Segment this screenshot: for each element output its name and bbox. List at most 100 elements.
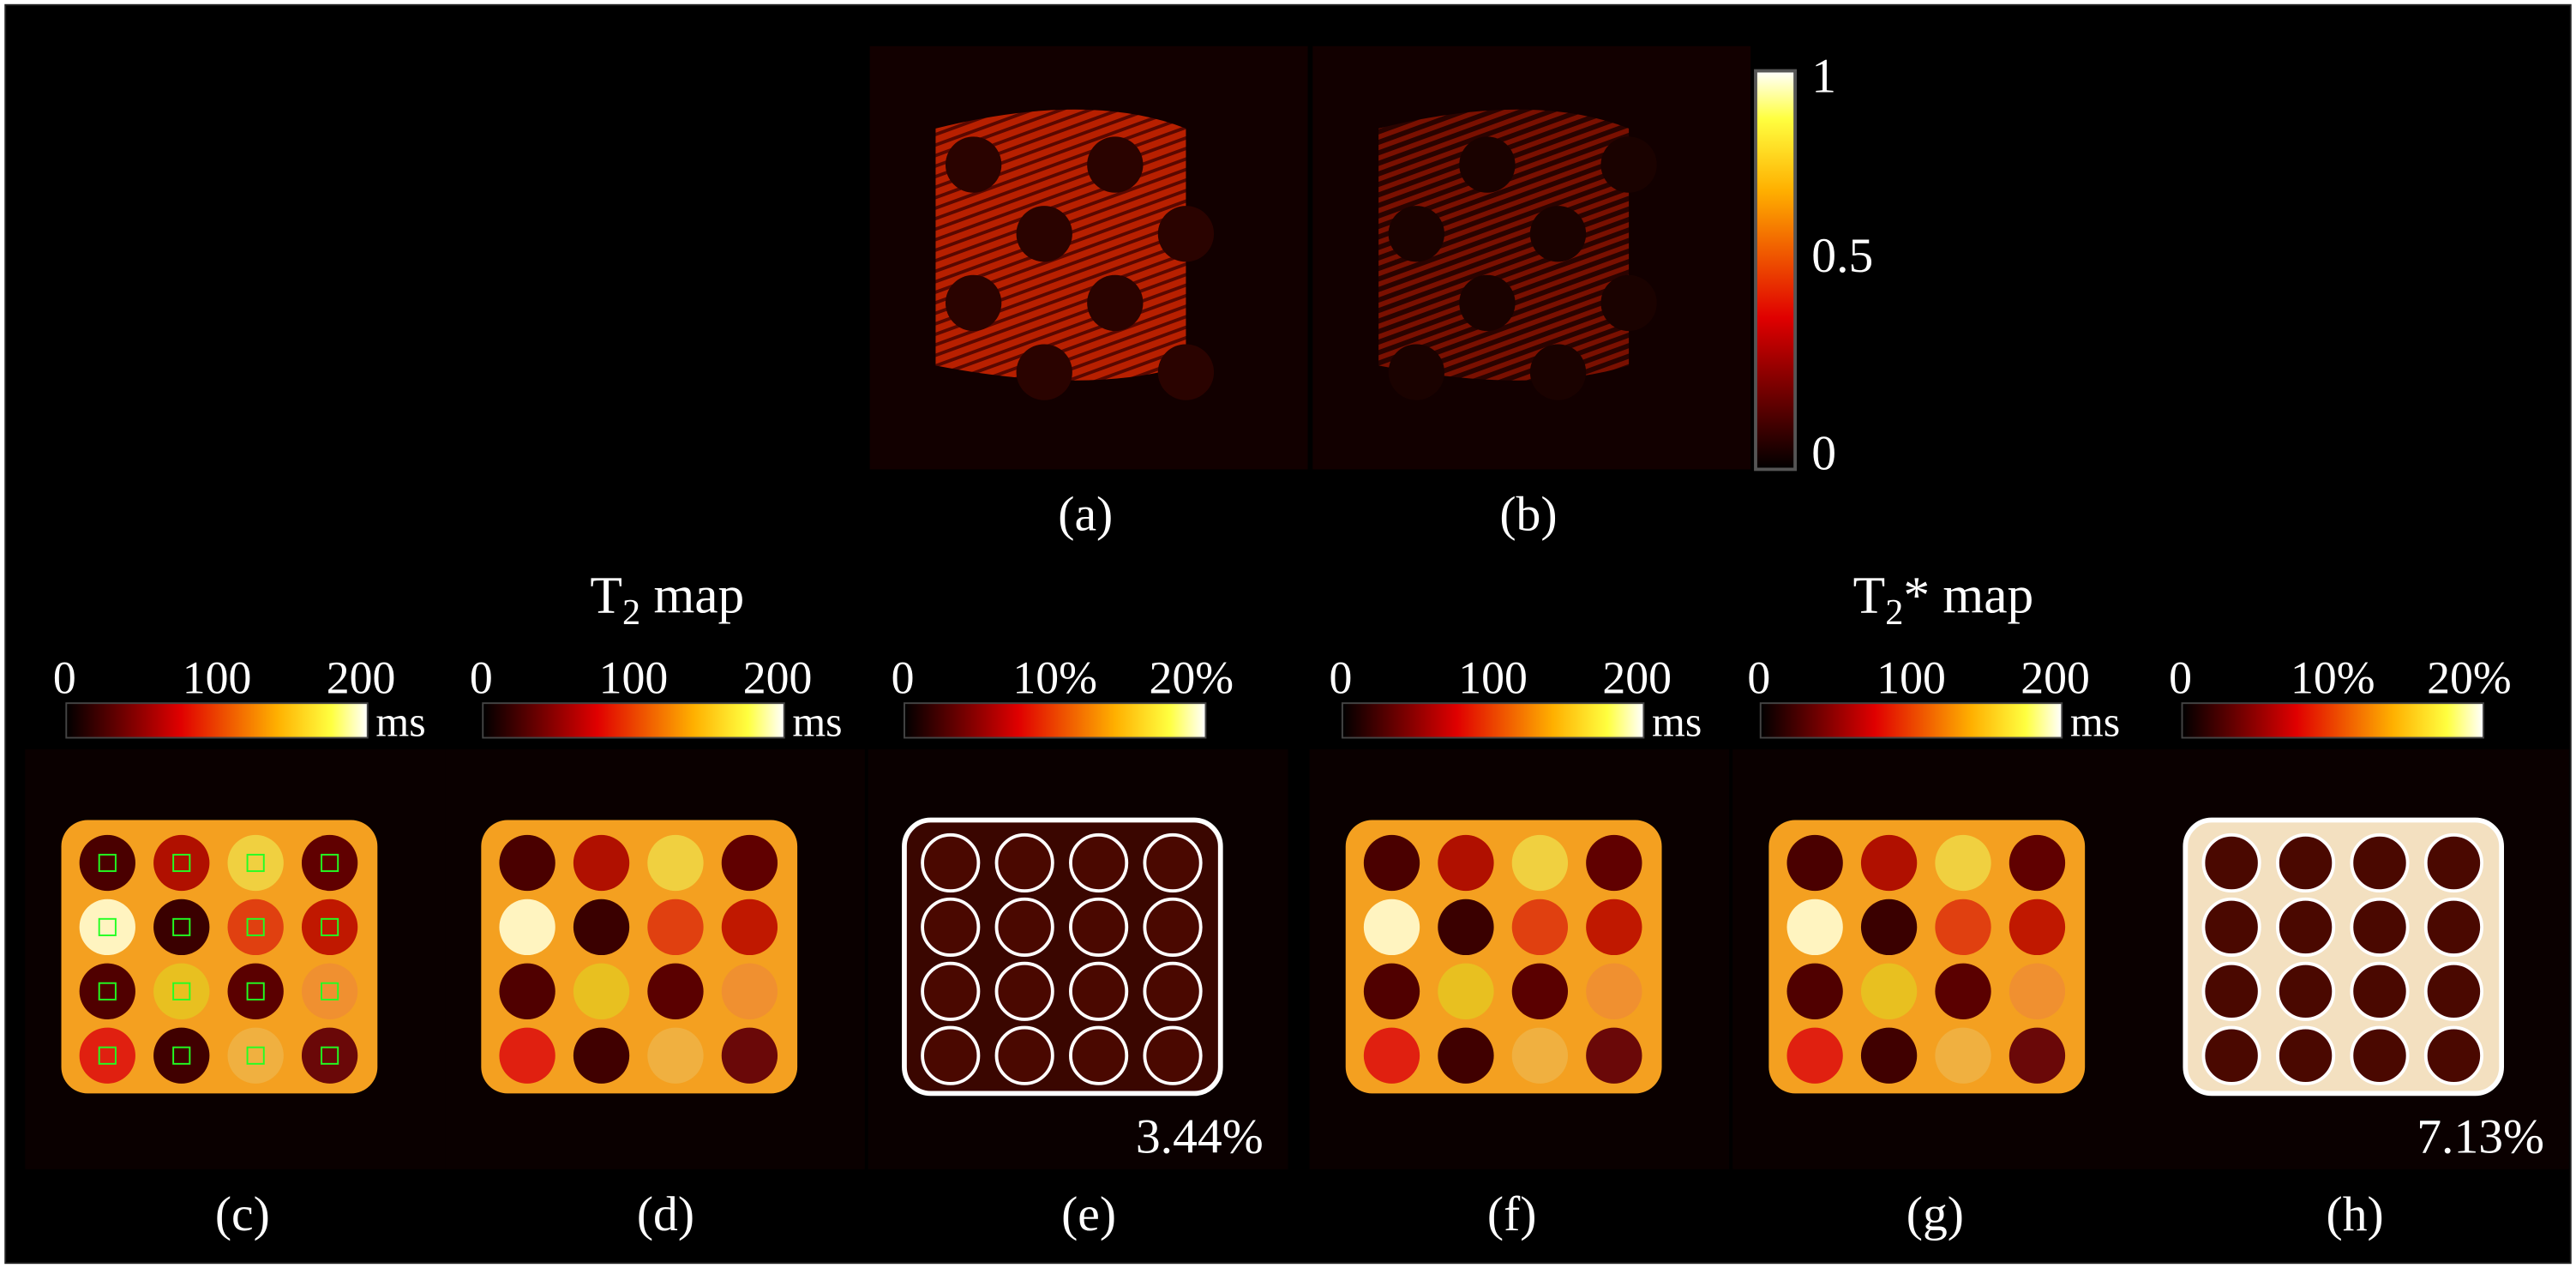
phantom	[2183, 817, 2504, 1097]
section-title: T2* map	[1853, 567, 2034, 633]
vial	[1586, 1027, 1642, 1084]
panel-label: (g)	[1906, 1187, 1964, 1241]
roi	[98, 917, 117, 936]
vial	[2350, 832, 2410, 893]
vial	[2275, 832, 2336, 893]
vial	[2423, 1025, 2483, 1085]
vial	[2350, 961, 2410, 1021]
error-annotation: 7.13%	[2417, 1110, 2544, 1164]
vial	[2201, 1025, 2261, 1085]
vial	[227, 898, 284, 956]
roi	[246, 853, 265, 873]
colorbar	[1759, 702, 2063, 739]
colorbar-tick-label: 0	[1330, 652, 1353, 704]
section-title: T2 map	[590, 567, 744, 633]
phantom	[61, 820, 378, 1094]
colorbar-unit: ms	[792, 698, 842, 746]
vial	[1388, 206, 1444, 262]
vial	[573, 898, 630, 956]
colorbar-tick-label: 0.5	[1811, 229, 1873, 283]
phantom	[1345, 820, 1662, 1094]
vial	[1786, 1027, 1843, 1084]
roi	[172, 917, 191, 936]
roi	[321, 917, 339, 936]
vial	[153, 963, 210, 1019]
title-text: T	[1853, 567, 1886, 625]
vial	[1363, 963, 1420, 1019]
vial	[1363, 834, 1420, 892]
roi	[98, 853, 117, 873]
vial	[1143, 1025, 1203, 1085]
panel-label: (d)	[637, 1187, 694, 1241]
vial	[1600, 136, 1657, 193]
vial	[573, 834, 630, 892]
vial	[2350, 1025, 2410, 1085]
colorbar-tick-label: 200	[327, 652, 396, 704]
vial	[1069, 961, 1129, 1021]
vial	[1143, 832, 1203, 893]
colorbar-tick-label: 20%	[2427, 652, 2512, 704]
vial	[2201, 961, 2261, 1021]
vial	[1438, 963, 1494, 1019]
vial	[2275, 897, 2336, 957]
vial	[1438, 1027, 1494, 1084]
vial	[1860, 1027, 1918, 1084]
phantom	[1768, 820, 2086, 1094]
vial	[1143, 897, 1203, 957]
colorbar	[65, 702, 369, 739]
colorbar	[1754, 69, 1798, 472]
vial	[301, 834, 358, 892]
roi	[321, 853, 339, 873]
vial	[1586, 834, 1642, 892]
vial	[1935, 898, 1991, 956]
vial	[2423, 961, 2483, 1021]
vial	[1860, 834, 1918, 892]
vial	[79, 834, 135, 892]
colorbar	[903, 702, 1207, 739]
vial	[1438, 834, 1494, 892]
vial	[1860, 898, 1918, 956]
colorbar	[2181, 702, 2484, 739]
vial	[2009, 898, 2066, 956]
vial	[647, 898, 704, 956]
title-text: * map	[1903, 567, 2033, 625]
vial	[153, 1027, 210, 1084]
colorbar-tick-label: 200	[743, 652, 813, 704]
panel-label: (b)	[1499, 487, 1557, 541]
vial	[994, 832, 1054, 893]
vial	[1157, 206, 1215, 262]
roi	[172, 853, 191, 873]
vial	[1363, 1027, 1420, 1084]
vial	[2275, 961, 2336, 1021]
vial	[79, 963, 135, 1019]
vial	[499, 834, 555, 892]
panel-label: (a)	[1058, 487, 1113, 541]
roi	[321, 1046, 339, 1065]
vial	[1511, 898, 1569, 956]
vial	[573, 1027, 630, 1084]
vial	[1935, 963, 1991, 1019]
vial	[1511, 834, 1569, 892]
colorbar-tick-label: 0	[1811, 426, 1836, 480]
vial	[1157, 344, 1215, 400]
vial	[1600, 274, 1657, 332]
vial	[1388, 344, 1444, 400]
vial	[1143, 961, 1203, 1021]
vial	[647, 963, 704, 1019]
vial	[1529, 344, 1587, 400]
title-text: map	[640, 567, 744, 625]
vial	[499, 898, 555, 956]
vial	[2009, 1027, 2066, 1084]
panel-label: (f)	[1487, 1187, 1537, 1241]
vial	[1786, 834, 1843, 892]
vial	[573, 963, 630, 1019]
panel-label: (c)	[215, 1187, 270, 1241]
vial	[2275, 1025, 2336, 1085]
colorbar-tick-label: 100	[1876, 652, 1946, 704]
vial	[1511, 1027, 1569, 1084]
vial	[1069, 1025, 1129, 1085]
vial	[721, 898, 778, 956]
vial	[1511, 963, 1569, 1019]
vial	[301, 1027, 358, 1084]
vial	[153, 898, 210, 956]
